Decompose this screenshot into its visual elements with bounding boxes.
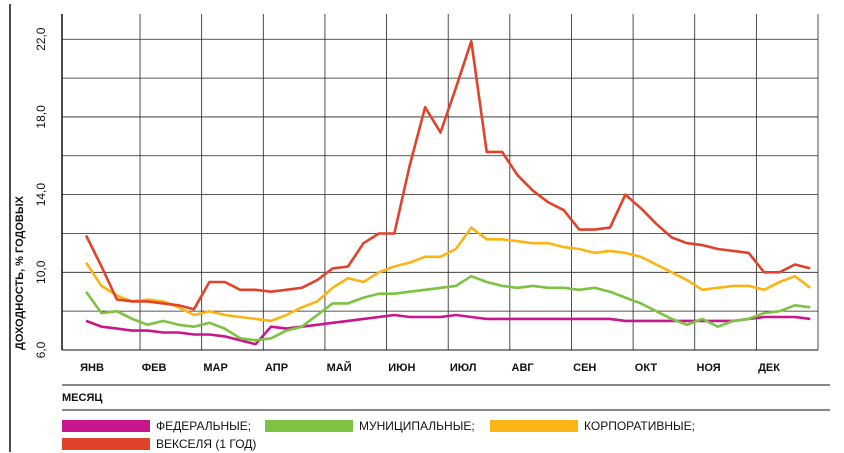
y-tick-label: 22,0 <box>34 27 48 51</box>
y-tick-label: 6,0 <box>34 341 48 358</box>
x-tick-label: МАР <box>203 362 227 374</box>
x-tick-label: ЯНВ <box>80 362 104 374</box>
series-line <box>85 226 812 323</box>
legend-swatch <box>490 420 578 432</box>
legend-label: ВЕКСЕЛЯ (1 ГОД) <box>156 437 256 451</box>
legend-label: КОРПОРАТИВНЫЕ; <box>584 419 695 433</box>
y-tick-label: 14,0 <box>34 183 48 207</box>
series-line <box>84 39 811 311</box>
x-tick-label: ИЮН <box>388 362 415 374</box>
legend-label: ФЕДЕРАЛЬНЫЕ; <box>156 419 251 433</box>
legend-swatch <box>265 420 353 432</box>
legend-swatch <box>62 438 150 450</box>
x-tick-label: МАЙ <box>327 361 352 374</box>
y-tick-label: 18,0 <box>34 105 48 129</box>
y-axis-label: ДОХОДНОСТЬ, % ГОДОВЫХ <box>14 195 26 350</box>
series-line <box>85 274 811 342</box>
x-tick-label: СЕН <box>573 362 596 374</box>
legend-swatch <box>62 420 150 432</box>
y-tick-label: 10,0 <box>34 260 48 284</box>
x-tick-label: ДЕК <box>758 362 780 374</box>
x-tick-label: НОЯ <box>696 362 720 374</box>
series-line <box>85 313 811 346</box>
x-tick-label: ОКТ <box>635 362 658 374</box>
x-tick-label: АПР <box>265 362 288 374</box>
x-tick-label: ИЮЛ <box>450 362 477 374</box>
x-tick-label: ФЕВ <box>142 362 167 374</box>
x-axis-label: МЕСЯЦ <box>62 392 102 404</box>
legend-label: МУНИЦИПАЛЬНЫЕ; <box>359 419 475 433</box>
x-tick-label: АВГ <box>512 362 535 374</box>
